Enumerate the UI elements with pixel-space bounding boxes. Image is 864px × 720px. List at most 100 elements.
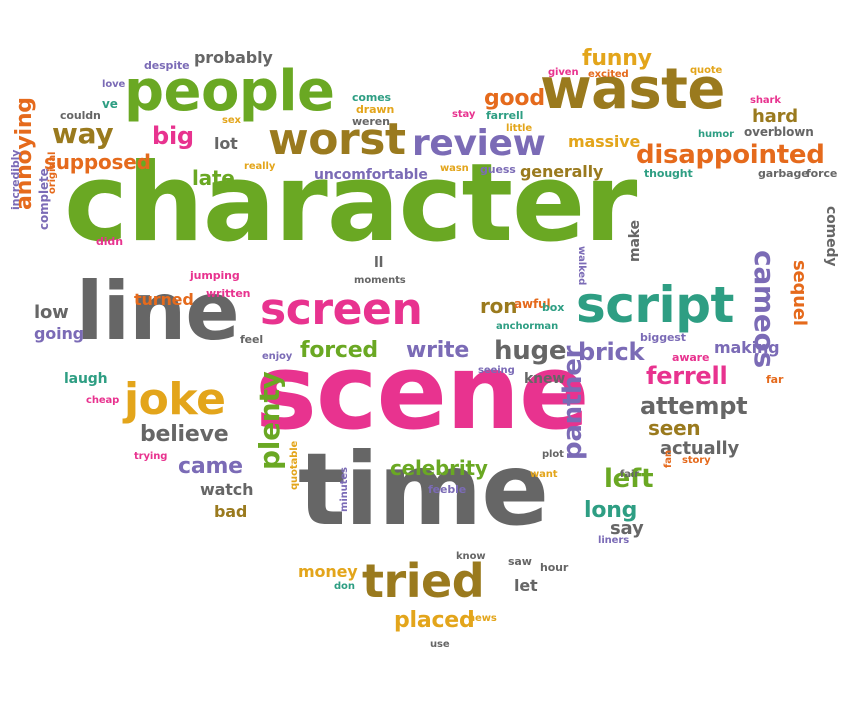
word-believe: believe	[140, 422, 229, 447]
word-brick: brick	[578, 338, 645, 366]
word-humor: humor	[698, 129, 734, 140]
word-turned: turned	[134, 290, 194, 309]
word-ron: ron	[480, 294, 518, 318]
word-shark: shark	[750, 95, 781, 106]
word-left: left	[604, 464, 654, 494]
word-hard: hard	[752, 106, 799, 127]
word-knew: knew	[524, 371, 566, 387]
word-want: want	[530, 469, 558, 480]
word-came: came	[178, 454, 243, 479]
word-enjoy: enjoy	[262, 351, 293, 362]
word-minutes: minutes	[339, 467, 350, 512]
word-saw: saw	[508, 555, 532, 568]
word-fair: fair	[620, 469, 640, 480]
word-awful: awful	[514, 297, 551, 311]
word-joke: joke	[124, 374, 226, 425]
word-actually: actually	[660, 438, 740, 459]
word-sequel: sequel	[789, 260, 810, 326]
word-anchorman: anchorman	[496, 321, 559, 332]
word-overblown: overblown	[744, 125, 814, 139]
word-force: force	[806, 167, 838, 180]
word-didn: didn	[96, 235, 123, 248]
word-liners: liners	[598, 535, 630, 546]
word-placed: placed	[394, 608, 475, 633]
word-drawn: drawn	[356, 103, 395, 116]
word-news: news	[468, 613, 497, 624]
word-low: low	[34, 302, 69, 323]
word-plot: plot	[542, 449, 564, 460]
word-wasn: wasn	[440, 163, 469, 174]
word-review: review	[412, 123, 546, 164]
word-incredibly: incredibly	[9, 149, 22, 210]
word-use: use	[430, 639, 450, 650]
word-attempt: attempt	[640, 392, 748, 420]
word-lot: lot	[214, 134, 238, 153]
word-fan: fan	[663, 450, 674, 468]
word-feel: feel	[240, 333, 264, 346]
word-funny: funny	[582, 46, 652, 71]
word-time: time	[298, 431, 549, 548]
word-massive: massive	[568, 132, 641, 151]
word-going: going	[34, 324, 84, 343]
word-guess: guess	[480, 163, 516, 176]
word-generally: generally	[520, 162, 604, 181]
word-huge: huge	[494, 336, 567, 366]
word-let: let	[514, 576, 538, 595]
word-weren: weren	[352, 115, 390, 128]
word-ferrell: ferrell	[646, 362, 728, 390]
word-feeble: feeble	[428, 483, 467, 496]
word-probably: probably	[194, 48, 273, 67]
word-making: making	[714, 338, 780, 357]
word-couldn: couldn	[60, 109, 101, 122]
word-quotable: quotable	[289, 440, 300, 490]
word-hour: hour	[540, 561, 569, 574]
word-ve: ve	[102, 97, 118, 111]
word-write: write	[406, 338, 470, 363]
word-line: line	[76, 265, 240, 358]
word-forced: forced	[300, 338, 378, 363]
word-written: written	[206, 287, 251, 300]
word-walked: walked	[576, 246, 587, 286]
word-watch: watch	[200, 480, 254, 499]
word-disappointed: disappointed	[636, 140, 825, 170]
word-garbage: garbage	[758, 167, 809, 180]
word-long: long	[584, 498, 638, 523]
word-late: late	[192, 166, 235, 190]
word-ll: ll	[374, 255, 384, 271]
word-character: character	[64, 141, 637, 266]
word-waste: waste	[540, 57, 725, 122]
word-worst: worst	[268, 114, 406, 165]
word-thought: thought	[644, 167, 693, 180]
word-cheap: cheap	[86, 395, 120, 406]
word-biggest: biggest	[640, 331, 686, 344]
word-given: given	[548, 67, 579, 78]
word-screen: screen	[260, 284, 423, 335]
word-comedy: comedy	[823, 206, 839, 267]
word-jumping: jumping	[190, 269, 240, 282]
word-really: really	[244, 161, 276, 172]
word-big: big	[152, 122, 194, 150]
word-laugh: laugh	[64, 371, 108, 387]
word-love: love	[102, 79, 126, 90]
word-comes: comes	[352, 91, 391, 104]
word-make: make	[627, 220, 643, 262]
word-excited: excited	[588, 69, 629, 80]
word-uncomfortable: uncomfortable	[314, 167, 428, 183]
word-know: know	[456, 551, 486, 562]
word-story: story	[682, 455, 711, 466]
word-trying: trying	[134, 451, 168, 462]
word-tried: tried	[362, 554, 485, 608]
word-stay: stay	[452, 109, 476, 120]
word-box: box	[542, 301, 565, 314]
word-little: little	[506, 123, 533, 134]
word-script: script	[576, 276, 734, 334]
word-farrell: farrell	[486, 109, 524, 122]
word-despite: despite	[144, 59, 190, 72]
word-scene: scene	[255, 331, 590, 453]
word-money: money	[298, 562, 358, 581]
word-original: original	[47, 151, 58, 194]
word-way: way	[52, 117, 114, 150]
word-bad: bad	[214, 502, 248, 521]
word-celebrity: celebrity	[390, 456, 488, 480]
